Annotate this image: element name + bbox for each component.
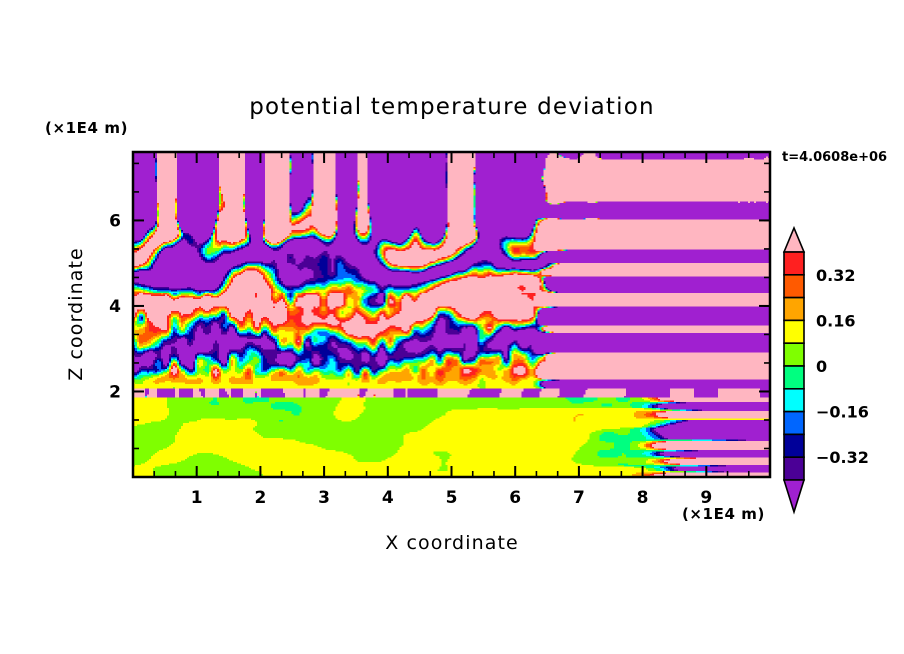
x-axis-unit-label: (×1E4 m) [682,505,765,523]
x-axis-ticks: 1 2 3 4 5 6 7 8 9 [132,152,771,508]
contour-field [133,152,770,477]
colorbar-tick-label-1: 0.16 [816,311,855,330]
time-annotation: t=4.0608e+06 [782,150,887,165]
x-tick-label-0: 1 [191,488,203,508]
colorbar-tick-label-3: −0.16 [816,403,869,422]
x-tick-label-5: 6 [509,488,521,508]
x-tick-label-8: 9 [700,488,712,508]
x-tick-label-1: 2 [254,488,266,508]
colorbar-band-3 [783,319,805,344]
colorbar-band-9 [783,456,805,481]
y-tick-label-1: 4 [109,297,121,317]
colorbar-band-0 [783,251,805,276]
colorbar-tick-label-4: −0.32 [816,448,869,467]
colorbar-band-4 [783,342,805,367]
x-tick-label-4: 5 [446,488,458,508]
y-tick-label-0: 2 [109,382,121,402]
y-axis-ticks: 2 4 6 [109,162,770,478]
x-tick-label-3: 4 [382,488,394,508]
x-tick-label-6: 7 [573,488,585,508]
colorbar-tick-label-2: 0 [816,357,827,376]
x-tick-label-2: 3 [318,488,330,508]
colorbar-band-7 [783,410,805,436]
y-axis-label: Z coordinate [65,247,87,381]
colorbar-band-6 [783,387,805,413]
colorbar-tick-label-0: 0.32 [816,266,855,285]
colorbar-band-2 [783,296,805,322]
page-title: potential temperature deviation [249,94,655,120]
x-axis-label: X coordinate [385,532,519,554]
colorbar [782,225,806,515]
colorbar-band-1 [783,273,805,299]
x-tick-label-7: 8 [637,488,649,508]
colorbar-extend-low [782,479,806,515]
y-axis-unit-label: (×1E4 m) [45,119,128,137]
colorbar-band-8 [783,433,805,458]
colorbar-tick-labels: 0.32 0.16 0 −0.16 −0.32 [816,266,869,467]
y-tick-label-2: 6 [109,211,121,231]
colorbar-band-5 [783,365,805,390]
